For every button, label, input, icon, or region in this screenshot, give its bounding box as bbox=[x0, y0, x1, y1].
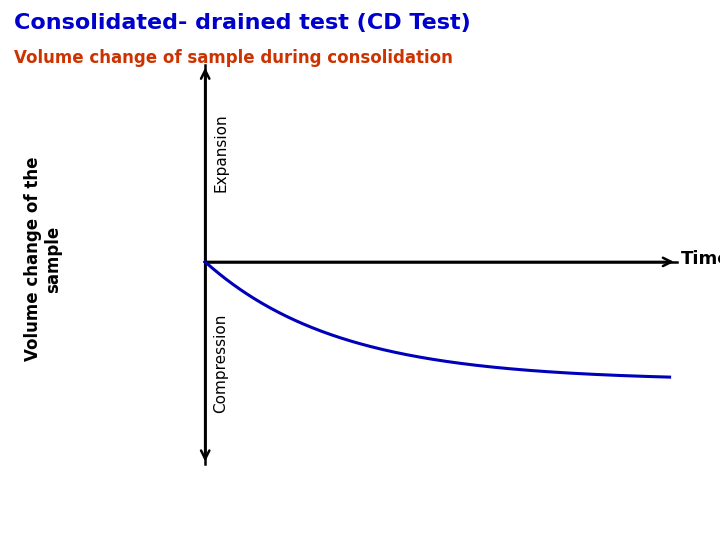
Text: Volume change of sample during consolidation: Volume change of sample during consolida… bbox=[14, 49, 454, 66]
Text: Consolidated- drained test (CD Test): Consolidated- drained test (CD Test) bbox=[14, 14, 471, 33]
Text: Time: Time bbox=[680, 250, 720, 268]
Text: Compression: Compression bbox=[214, 313, 228, 413]
Text: Volume change of the
sample: Volume change of the sample bbox=[24, 157, 63, 361]
Text: Expansion: Expansion bbox=[214, 113, 228, 192]
